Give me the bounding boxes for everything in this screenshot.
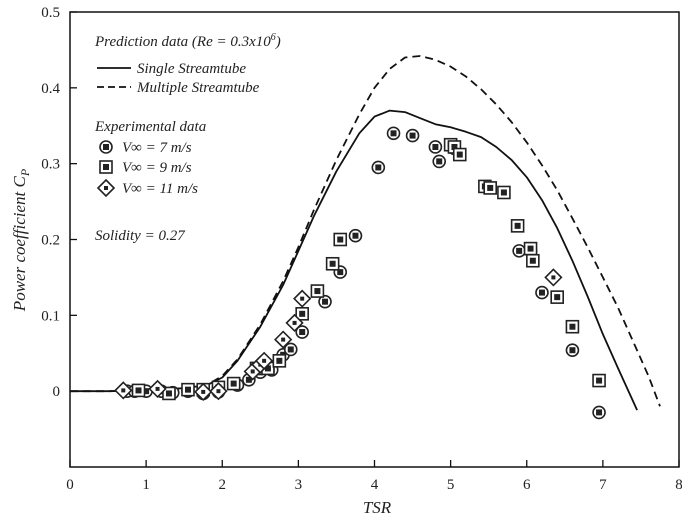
y-axis-label-subscript: P bbox=[18, 168, 32, 177]
legend-prediction-title-sup: 6 bbox=[271, 32, 276, 43]
data-point-circle-dot bbox=[535, 285, 549, 300]
data-point-circle-dot bbox=[565, 343, 580, 358]
x-tick-label: 1 bbox=[142, 477, 150, 493]
legend-v11-label: V∞ = 11 m/s bbox=[122, 181, 198, 197]
y-axis-label-group: Power coefficient CP bbox=[10, 168, 32, 312]
data-point-circle-dot bbox=[371, 160, 386, 175]
data-point-square-dot bbox=[181, 382, 195, 397]
data-point-circle-dot bbox=[405, 128, 420, 143]
legend-prediction-title-close: ) bbox=[275, 34, 281, 50]
data-point-diamond-dot bbox=[194, 382, 213, 402]
data-point-square-dot bbox=[131, 383, 146, 398]
legend-solidity: Solidity = 0.27 bbox=[95, 228, 186, 244]
data-point-circle-dot bbox=[512, 244, 526, 258]
x-tick-label: 6 bbox=[523, 477, 531, 493]
y-tick-label: 0.4 bbox=[41, 81, 60, 97]
legend-prediction-title: Prediction data (Re = 0.3x106) bbox=[94, 32, 281, 50]
legend: Prediction data (Re = 0.3x106) Single St… bbox=[94, 32, 281, 244]
data-point-diamond-dot bbox=[114, 381, 133, 400]
x-axis-ticks: 0 1 2 3 4 5 6 7 8 bbox=[66, 460, 682, 493]
legend-v7-marker bbox=[99, 140, 113, 154]
data-point-square-dot bbox=[483, 181, 498, 195]
data-point-circle-dot bbox=[592, 405, 606, 420]
data-point-diamond-dot bbox=[209, 382, 228, 401]
data-point-circle-dot bbox=[432, 154, 447, 169]
x-tick-label: 5 bbox=[447, 477, 455, 493]
legend-v7-label: V∞ = 7 m/s bbox=[122, 140, 192, 156]
prediction-lines bbox=[70, 55, 661, 411]
x-tick-label: 2 bbox=[219, 477, 227, 493]
data-point-square-dot bbox=[510, 219, 525, 233]
x-tick-label: 3 bbox=[295, 477, 303, 493]
data-point-circle-dot bbox=[428, 140, 443, 154]
data-point-diamond-dot bbox=[544, 268, 563, 287]
legend-v9-label: V∞ = 9 m/s bbox=[122, 160, 192, 176]
y-axis-ticks: 0 0.1 0.2 0.3 0.4 0.5 bbox=[41, 5, 77, 400]
x-tick-label: 8 bbox=[675, 477, 682, 493]
y-tick-label: 0 bbox=[53, 384, 61, 400]
y-tick-label: 0.2 bbox=[41, 233, 60, 249]
x-tick-label: 4 bbox=[371, 477, 379, 493]
y-tick-label: 0.5 bbox=[41, 5, 60, 21]
legend-v11-marker bbox=[96, 178, 116, 198]
x-axis-label: TSR bbox=[363, 498, 392, 517]
data-point-diamond-dot bbox=[148, 379, 167, 399]
data-point-square-dot bbox=[272, 354, 287, 368]
multiple-streamtube-line bbox=[70, 55, 661, 407]
data-point-circle-dot bbox=[295, 325, 309, 339]
x-tick-label: 0 bbox=[66, 477, 74, 493]
data-point-square-dot bbox=[592, 373, 606, 388]
data-point-square-dot bbox=[565, 319, 580, 334]
y-axis-label: Power coefficient CP bbox=[10, 168, 32, 312]
data-point-circle-dot bbox=[318, 294, 332, 309]
data-point-square-dot bbox=[226, 376, 241, 391]
data-point-square-dot bbox=[295, 307, 309, 321]
data-point-square-dot bbox=[325, 256, 340, 271]
data-point-square-dot bbox=[452, 147, 467, 162]
data-point-square-dot bbox=[333, 232, 348, 247]
y-tick-label: 0.3 bbox=[41, 157, 60, 173]
y-tick-label: 0.1 bbox=[41, 308, 60, 324]
legend-prediction-title-main: Prediction data (Re = 0.3x10 bbox=[94, 34, 271, 50]
legend-single-label: Single Streamtube bbox=[137, 61, 246, 77]
experimental-markers bbox=[114, 126, 606, 420]
data-point-square-dot bbox=[526, 253, 540, 268]
data-point-circle-dot bbox=[348, 228, 363, 243]
data-point-circle-dot bbox=[283, 342, 298, 357]
data-point-diamond-dot bbox=[274, 330, 293, 349]
data-point-square-dot bbox=[523, 241, 538, 256]
single-streamtube-line bbox=[70, 109, 638, 411]
legend-multiple-label: Multiple Streamtube bbox=[136, 80, 260, 96]
data-point-square-dot bbox=[497, 185, 511, 200]
legend-experimental-title: Experimental data bbox=[94, 119, 206, 135]
legend-v9-marker bbox=[99, 160, 113, 174]
data-point-diamond-dot bbox=[254, 351, 274, 370]
data-point-square-dot bbox=[162, 386, 176, 401]
x-tick-label: 7 bbox=[599, 477, 607, 493]
data-point-circle-dot bbox=[386, 126, 401, 141]
data-point-diamond-dot bbox=[293, 289, 312, 308]
data-point-square-dot bbox=[310, 284, 325, 298]
y-axis-label-main: Power coefficient C bbox=[10, 176, 29, 313]
data-point-diamond-dot bbox=[285, 313, 304, 333]
data-point-square-dot bbox=[550, 290, 565, 304]
